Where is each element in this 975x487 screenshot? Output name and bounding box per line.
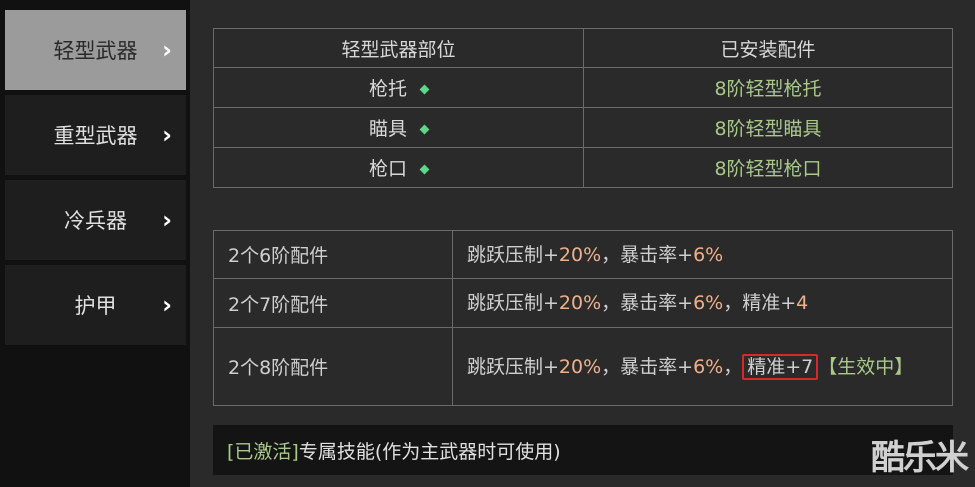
- part-name: 枪托: [368, 78, 407, 100]
- installed-item: 8阶轻型瞄具: [583, 107, 953, 148]
- table-row: 2个7阶配件 跳跃压制+20%，暴击率+6%，精准+4: [213, 278, 953, 328]
- part-name: 枪口: [368, 158, 407, 180]
- bonus-value: 20%: [558, 355, 602, 378]
- bonus-text: ，暴击率+: [601, 292, 694, 314]
- skill-status-tag: [已激活]: [227, 440, 299, 463]
- table-row: 瞄具 8阶轻型瞄具: [213, 107, 953, 148]
- header-installed: 已安装配件: [583, 28, 953, 68]
- bonus-value: 6%: [693, 243, 724, 266]
- bonus-value: 6%: [693, 355, 724, 378]
- watermark-logo: 酷乐米: [871, 438, 969, 478]
- active-status: 【生效中】: [818, 355, 914, 378]
- sidebar: 轻型武器 › 重型武器 › 冷兵器 › 护甲 ›: [0, 0, 190, 487]
- bonus-text: 跳跃压制+: [467, 292, 559, 314]
- chevron-right-icon: ›: [162, 36, 172, 64]
- parts-table: 轻型武器部位 已安装配件 枪托 8阶轻型枪托 瞄具 8阶轻型瞄具 枪口 8阶轻型枪口: [213, 28, 953, 188]
- gem-icon: [419, 124, 430, 135]
- bonus-text: ，精准+: [723, 292, 797, 314]
- sidebar-item-label: 重型武器: [53, 124, 138, 148]
- table-row: 2个8阶配件 跳跃压制+20%，暴击率+6%， 精准+7 【生效中】: [213, 327, 953, 406]
- bonus-text: 跳跃压制+: [467, 243, 559, 266]
- gem-icon: [419, 164, 430, 175]
- sidebar-item-label: 冷兵器: [64, 209, 127, 233]
- sidebar-item-light-weapons[interactable]: 轻型武器 ›: [5, 10, 186, 90]
- gem-icon: [419, 84, 430, 95]
- bonus-value: 6%: [693, 292, 724, 314]
- table-row: 2个6阶配件 跳跃压制+20%，暴击率+6%: [213, 230, 953, 279]
- table-row: 枪口 8阶轻型枪口: [213, 147, 953, 188]
- bonus-text: 跳跃压制+: [467, 355, 559, 378]
- tier-label: 2个7阶配件: [213, 278, 453, 328]
- bonus-text: ，暴击率+: [601, 355, 694, 378]
- chevron-right-icon: ›: [162, 291, 172, 319]
- chevron-right-icon: ›: [162, 206, 172, 234]
- tier-label: 2个6阶配件: [213, 230, 453, 279]
- chevron-right-icon: ›: [162, 121, 172, 149]
- tier-label: 2个8阶配件: [213, 327, 453, 406]
- highlighted-bonus: 精准+7: [742, 353, 819, 380]
- sidebar-item-armor[interactable]: 护甲 ›: [5, 265, 186, 345]
- part-name: 瞄具: [368, 118, 407, 140]
- table-row: 枪托 8阶轻型枪托: [213, 67, 953, 108]
- sidebar-item-label: 护甲: [74, 294, 117, 318]
- bonus-value: 20%: [558, 292, 602, 314]
- header-part: 轻型武器部位: [213, 28, 584, 68]
- installed-item: 8阶轻型枪口: [583, 147, 953, 188]
- skill-note: (作为主武器时可使用): [374, 440, 561, 463]
- sidebar-item-heavy-weapons[interactable]: 重型武器 ›: [5, 95, 186, 175]
- sidebar-item-label: 轻型武器: [53, 39, 138, 63]
- bonus-text: ，暴击率+: [601, 243, 694, 266]
- bonus-value: 4: [796, 292, 809, 314]
- bonus-text: ，: [723, 355, 743, 378]
- set-bonus-table: 2个6阶配件 跳跃压制+20%，暴击率+6% 2个7阶配件 跳跃压制+20%，暴击率…: [213, 230, 953, 406]
- sidebar-item-melee[interactable]: 冷兵器 ›: [5, 180, 186, 260]
- bonus-value: 20%: [558, 243, 602, 266]
- installed-item: 8阶轻型枪托: [583, 67, 953, 108]
- skill-title: 专属技能: [298, 440, 375, 463]
- exclusive-skill-bar[interactable]: [已激活] 专属技能 (作为主武器时可使用): [213, 425, 953, 475]
